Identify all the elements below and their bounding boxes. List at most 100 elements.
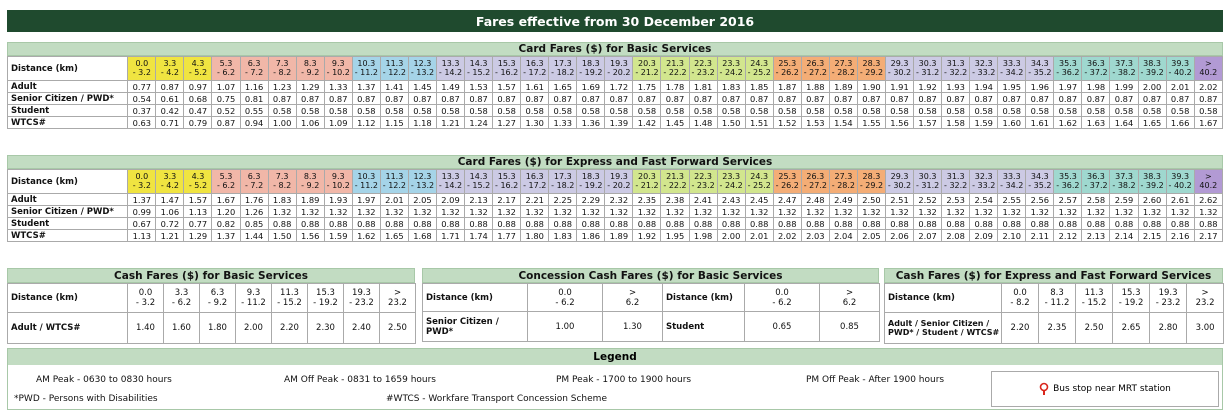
distance-band: 4.3- 5.2: [183, 169, 213, 194]
fare-cell: 2.00: [716, 229, 746, 242]
distance-band: 7.3- 8.2: [267, 169, 297, 194]
fare-cell: 1.83: [267, 193, 297, 206]
fare-cell: 0.87: [1193, 92, 1224, 105]
fare-cell: 1.65: [548, 80, 578, 93]
cash-express-table: Distance (km) 0.0- 8.2 8.3- 11.2 11.3- 15.2…: [884, 283, 1225, 344]
fare-cell: 0.88: [884, 217, 915, 230]
fare-cell: 2.01: [744, 229, 774, 242]
fare-cell: 2.29: [576, 193, 606, 206]
fare-row-label: Student: [6, 217, 129, 230]
distance-band: 37.3- 38.2: [1109, 169, 1139, 194]
fare-cell: 0.88: [576, 217, 606, 230]
fare-cell: 0.58: [379, 104, 409, 117]
fare-cell: 1.32: [997, 205, 1027, 218]
fare-cell: 2.00: [1137, 80, 1167, 93]
fare-cell: 1.64: [1109, 116, 1139, 129]
distance-band: 6.3- 9.2: [199, 284, 235, 312]
fare-cell: 1.30: [520, 116, 550, 129]
distance-band: 30.3- 31.2: [913, 169, 943, 194]
fare-cell: 0.77: [127, 80, 157, 93]
fare-cell: 0.81: [239, 92, 269, 105]
distance-band: 11.3- 12.2: [379, 56, 409, 81]
fare-row-label: Adult: [6, 193, 129, 206]
fare-cell: 1.40: [136, 323, 155, 333]
fare-cell: 0.42: [155, 104, 185, 117]
distance-label: Distance (km): [884, 283, 1002, 313]
distance-band: 13.3- 14.2: [435, 56, 466, 81]
fare-cell: 1.92: [632, 229, 662, 242]
fare-cell: 1.55: [856, 116, 886, 129]
legend-pm-peak: PM Peak - 1700 to 1900 hours: [556, 375, 692, 385]
concession-table: Distance (km) 0.0- 6.2 >6.2 Distance (km…: [422, 283, 880, 342]
fare-cell: 0.58: [969, 104, 999, 117]
fare-cell: 1.39: [604, 116, 634, 129]
distance-band: 15.3- 16.2: [492, 56, 522, 81]
fare-cell: 1.97: [1053, 80, 1083, 93]
fare-cell: 1.93: [941, 80, 971, 93]
fare-cell: 1.59: [323, 229, 353, 242]
fare-cell: 1.32: [969, 205, 999, 218]
fare-cell: 0.68: [183, 92, 213, 105]
fare-cell: 0.97: [183, 80, 213, 93]
fare-cell: 1.32: [267, 205, 297, 218]
distance-band: 33.3- 34.2: [997, 56, 1027, 81]
fare-cell: 0.88: [1109, 217, 1139, 230]
fare-cell: 0.87: [295, 92, 325, 105]
fare-cell: 2.16: [1165, 229, 1195, 242]
fare-cell: 1.21: [435, 116, 466, 129]
fare-cell: 2.35: [1038, 313, 1075, 343]
fare-cell: 2.80: [1149, 313, 1186, 343]
fare-cell: 0.58: [548, 104, 578, 117]
fare-cell: 0.88: [1081, 217, 1111, 230]
fare-cell: 2.53: [941, 193, 971, 206]
fare-cell: 1.61: [520, 80, 550, 93]
fare-cell: 1.86: [576, 229, 606, 242]
fare-cell: 1.32: [548, 205, 578, 218]
fare-cell: 1.63: [1081, 116, 1111, 129]
fare-cell: 0.58: [1137, 104, 1167, 117]
fare-cell: 1.50: [716, 116, 746, 129]
fare-cell: 0.58: [716, 104, 746, 117]
fare-cell: 2.56: [1025, 193, 1055, 206]
fare-cell: 0.58: [1081, 104, 1111, 117]
fare-row-label: WTCS#: [6, 116, 129, 129]
fare-cell: 1.32: [688, 205, 718, 218]
fare-cell: 0.87: [688, 92, 718, 105]
fare-cell: 2.12: [1053, 229, 1083, 242]
fare-cell: 1.60: [163, 313, 199, 343]
distance-band: 3.3- 4.2: [155, 56, 185, 81]
fare-cell: 0.58: [744, 104, 774, 117]
fare-cell: 0.52: [211, 104, 241, 117]
fare-cell: 0.87: [660, 92, 690, 105]
fare-cell: 0.58: [660, 104, 690, 117]
legend-pm-off-peak: PM Off Peak - After 1900 hours: [806, 375, 945, 385]
fare-cell: 1.81: [688, 80, 718, 93]
distance-band: 5.3- 6.2: [211, 56, 241, 81]
fare-cell: 1.32: [913, 205, 943, 218]
distance-band: 0.0- 3.2: [127, 56, 157, 81]
fare-cell: 0.87: [323, 92, 353, 105]
fare-cell: 1.13: [183, 205, 213, 218]
distance-band: 9.3- 11.2: [235, 284, 271, 312]
fare-cell: 1.33: [548, 116, 578, 129]
fare-cell: 1.15: [379, 116, 409, 129]
fare-cell: 2.00: [235, 313, 271, 343]
fare-cell: 1.32: [407, 205, 437, 218]
fare-cell: 0.88: [772, 217, 802, 230]
fare-cell: 1.32: [295, 205, 325, 218]
distance-band: 16.3- 17.2: [520, 56, 550, 81]
fare-cell: 0.88: [323, 217, 353, 230]
fare-cell: 0.87: [435, 92, 466, 105]
distance-label: Distance (km): [6, 169, 129, 194]
fare-cell: 0.58: [1053, 104, 1083, 117]
fare-cell: 0.88: [548, 217, 578, 230]
legend-wtcs: #WTCS - Workfare Transport Concession Sc…: [386, 394, 607, 404]
distance-band: 30.3- 31.2: [913, 56, 943, 81]
fare-cell: 1.32: [464, 205, 494, 218]
fare-cell: 1.80: [199, 313, 235, 343]
fare-cell: 0.87: [913, 92, 943, 105]
distance-band: >23.2: [379, 284, 415, 312]
distance-band: 37.3- 38.2: [1109, 56, 1139, 81]
fare-cell: 0.58: [884, 104, 915, 117]
distance-band: 10.3- 11.2: [351, 169, 381, 194]
